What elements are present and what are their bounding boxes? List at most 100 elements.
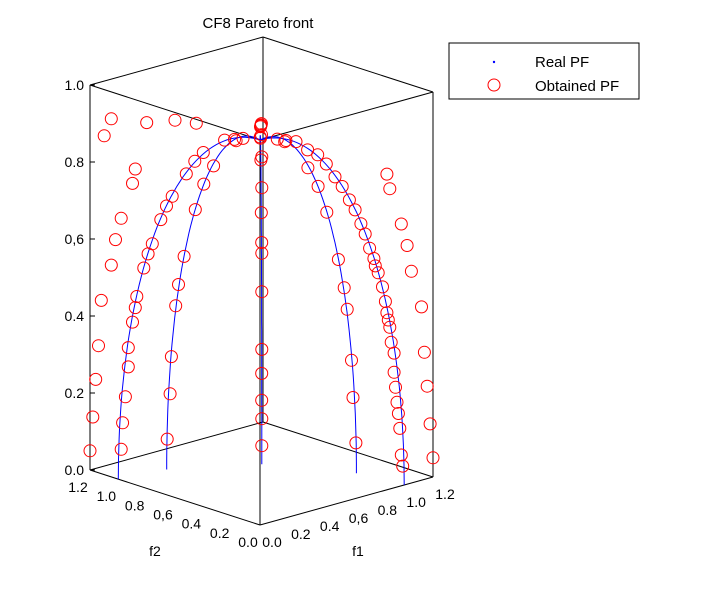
- obtained-pf-marker: [426, 451, 440, 465]
- obtained-pf-marker: [196, 146, 210, 159]
- obtained-pf-marker: [140, 116, 154, 130]
- x-tick-label: 0.8: [378, 502, 398, 518]
- obtained-pf-marker: [345, 353, 358, 367]
- box-bottom-edge: [262, 421, 434, 478]
- obtained-pf-marker: [368, 259, 382, 273]
- obtained-pf-marker: [394, 448, 408, 462]
- obtained-pf-marker: [165, 189, 179, 203]
- obtained-pf-marker: [378, 295, 392, 308]
- obtained-pf-marker: [89, 372, 103, 386]
- obtained-pf-marker: [380, 167, 394, 181]
- x-tick-label: 1.0: [406, 494, 426, 510]
- obtained-pf-marker: [255, 236, 269, 249]
- box-top-edge: [262, 36, 434, 93]
- obtained-pf-marker: [349, 436, 363, 450]
- y-tick-label: 1.2: [68, 479, 88, 495]
- obtained-pf-marker: [126, 176, 139, 190]
- z-tick-label: 0.0: [65, 462, 85, 478]
- y-tick-label: 0.4: [182, 516, 202, 532]
- obtained-pf-marker: [394, 217, 408, 231]
- axes-box: [89, 36, 434, 526]
- y-tick-label: 0.0: [238, 534, 258, 550]
- y-tick-label: 0,6: [153, 507, 173, 523]
- obtained-pf-marker: [104, 258, 118, 272]
- obtained-pf-marker: [279, 134, 293, 147]
- legend-obtained-pf-marker: [487, 78, 501, 92]
- obtained-pf-marker: [116, 416, 130, 430]
- x-tick-label: 0.0: [262, 534, 282, 550]
- obtained-pf-marker: [348, 203, 362, 217]
- obtained-pf-marker: [400, 239, 414, 252]
- obtained-pf-marker: [384, 335, 398, 349]
- obtained-pf-marker: [320, 205, 334, 219]
- y-tick-label: 1.0: [97, 488, 117, 504]
- obtained-pf-marker: [168, 113, 182, 127]
- obtained-pf-marker: [404, 264, 418, 278]
- obtained-pf-marker: [128, 162, 142, 176]
- obtained-pf-marker: [188, 203, 202, 217]
- obtained-pf-marker: [342, 193, 356, 207]
- obtained-pf-marker: [255, 412, 269, 426]
- obtained-pf-marker: [255, 366, 269, 380]
- obtained-pf-marker: [301, 143, 315, 157]
- obtained-pf-marker: [128, 301, 142, 315]
- obtained-pf-marker: [383, 320, 397, 334]
- obtained-pf-marker: [335, 180, 349, 193]
- obtained-pf-marker: [383, 182, 397, 196]
- z-tick-label: 0.2: [65, 385, 85, 401]
- x-tick-label: 0.2: [291, 526, 311, 542]
- obtained-pf-marker: [254, 206, 268, 220]
- obtained-pf-marker: [255, 128, 268, 142]
- obtained-pf-marker: [393, 421, 407, 435]
- legend-real-pf-marker: [492, 60, 496, 64]
- obtained-pf-marker: [86, 410, 100, 424]
- obtained-pf-marker: [109, 233, 122, 247]
- real-pf-curve: [259, 137, 405, 486]
- real-pf-curve: [259, 134, 263, 465]
- obtained-pf-marker: [415, 300, 428, 314]
- obtained-pf-marker: [141, 247, 155, 261]
- obtained-pf-marker: [270, 132, 284, 146]
- obtained-pf-marker: [97, 129, 111, 143]
- legend-box: [448, 42, 640, 100]
- obtained-pf-marker: [391, 407, 405, 420]
- obtained-pf-marker: [255, 246, 269, 260]
- obtained-pf-marker: [114, 211, 128, 225]
- y-tick-label: 0.8: [125, 497, 145, 513]
- y-tick-label: 0.2: [210, 525, 230, 541]
- obtained-pf-marker: [337, 281, 351, 295]
- obtained-pf-marker: [154, 213, 168, 227]
- obtained-pf-marker: [346, 391, 360, 404]
- obtained-pf-marker: [236, 131, 250, 145]
- obtained-pf-marker: [114, 442, 128, 456]
- obtained-pf-marker: [121, 341, 135, 355]
- obtained-pf-marker: [130, 290, 144, 303]
- real-pf-curve: [259, 136, 357, 474]
- z-tick-label: 0.8: [65, 154, 85, 170]
- real-pf-curves: [117, 134, 405, 486]
- obtained-pf-marker: [340, 302, 354, 316]
- real-pf-curve: [166, 135, 261, 470]
- obtained-pf-marker: [289, 135, 303, 149]
- obtained-pf-marker: [104, 112, 118, 126]
- obtained-pf-marker: [228, 132, 241, 146]
- legend: Real PF Obtained PF: [448, 42, 640, 100]
- obtained-pf-marker: [83, 444, 97, 458]
- chart-title: CF8 Pareto front: [203, 15, 315, 32]
- x-axis-label: f1: [352, 543, 364, 559]
- obtained-pf-marker: [126, 315, 139, 329]
- obtained-pf-marker: [255, 181, 269, 195]
- obtained-pf-marker: [255, 285, 269, 299]
- obtained-pf-marker: [121, 360, 135, 374]
- obtained-pf-marker: [160, 432, 174, 446]
- obtained-pf-marker: [172, 278, 185, 291]
- obtained-pf-marker: [420, 379, 434, 393]
- obtained-pf-marker: [137, 261, 151, 275]
- obtained-pf-marker: [390, 395, 404, 409]
- obtained-pf-marker: [423, 417, 437, 431]
- y-axis-label: f2: [149, 543, 161, 559]
- obtained-pf-marker: [207, 159, 221, 173]
- legend-obtained-pf-label: Obtained PF: [535, 78, 619, 95]
- z-tick-label: 1.0: [65, 77, 85, 93]
- real-pf-curve: [117, 136, 261, 480]
